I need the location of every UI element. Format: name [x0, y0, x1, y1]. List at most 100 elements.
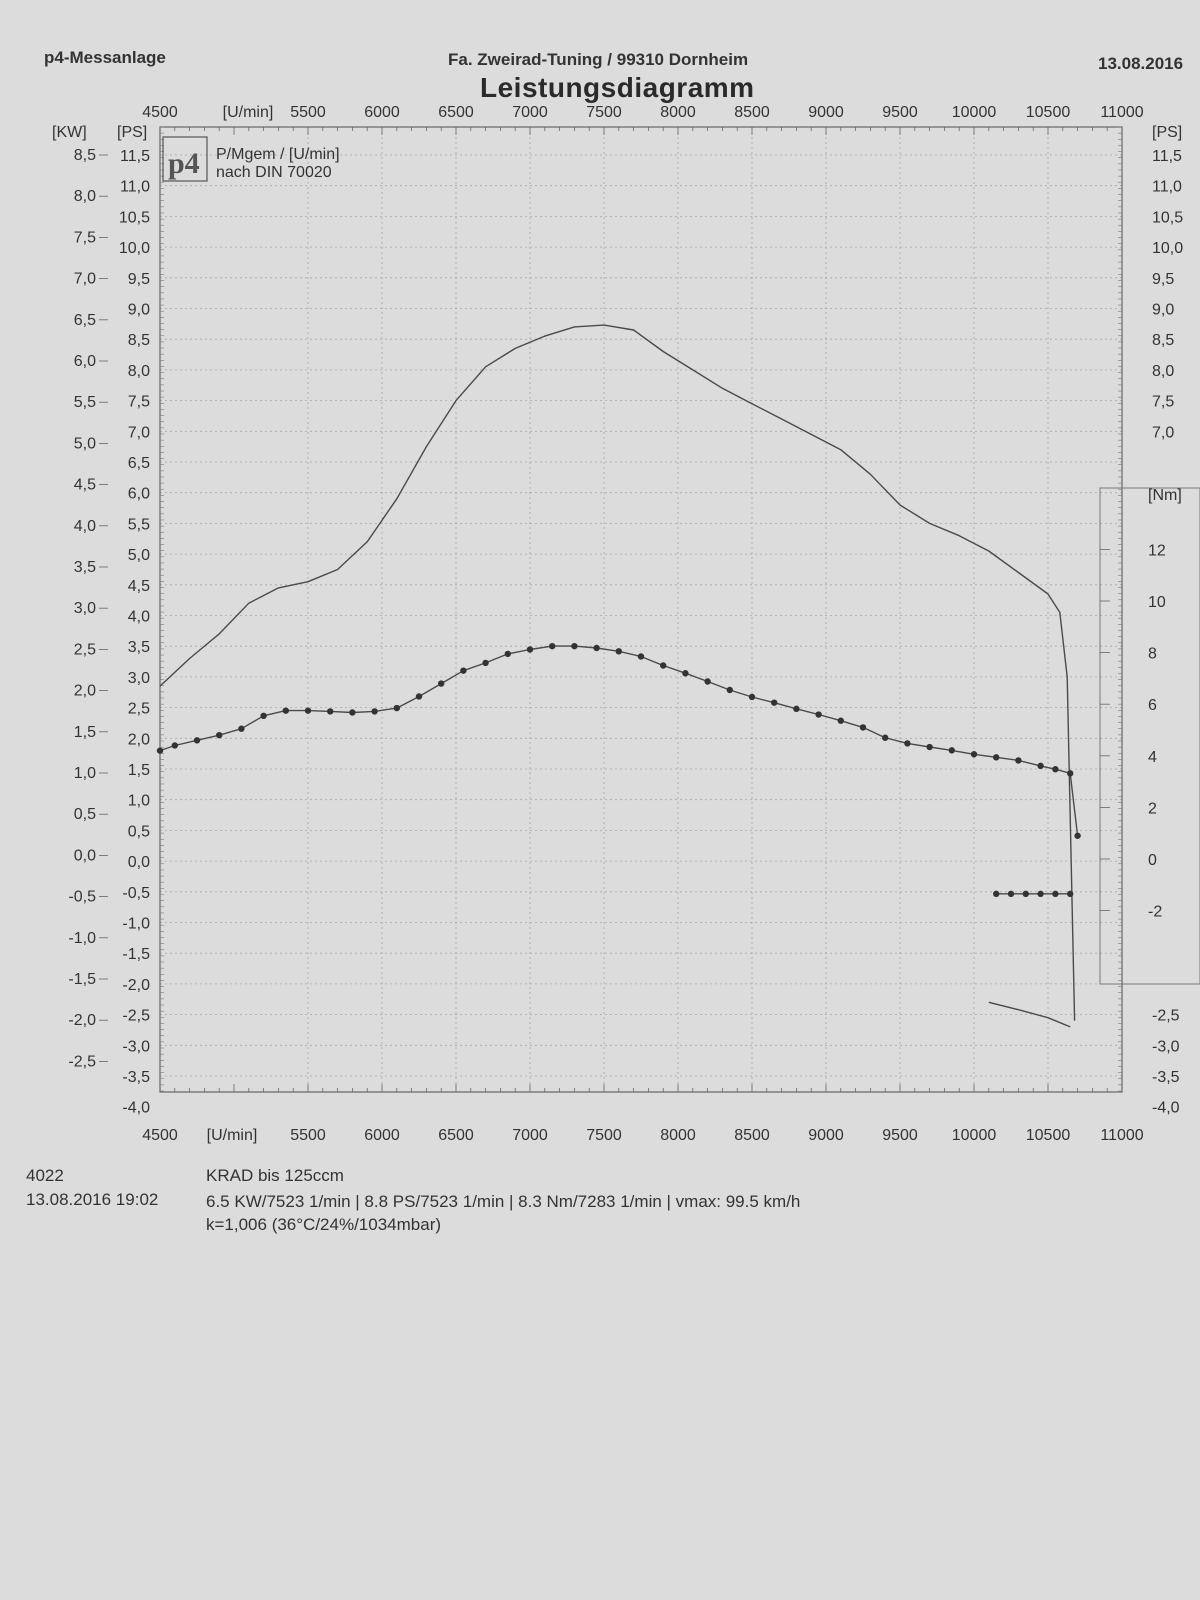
- kw-tick-label: 3,5: [74, 559, 96, 576]
- torque-point: [660, 662, 667, 669]
- torque-point: [526, 646, 534, 653]
- torque-point: [593, 644, 600, 652]
- x-tick-label-bottom: 4500: [142, 1127, 178, 1144]
- torque-point: [1037, 890, 1044, 898]
- x-tick-label-bottom: 8500: [734, 1127, 770, 1144]
- tick-labels: 4500 4500 5500 5500 6000 6000 6500 6500 7000 7000…: [52, 104, 1183, 1144]
- x-tick-label-top: 7000: [512, 104, 548, 121]
- torque-point: [859, 724, 867, 731]
- ps-right-tick-label: 7,5: [1152, 394, 1174, 411]
- torque-point: [156, 747, 164, 754]
- ps-left-tick-label: 5,5: [128, 516, 150, 533]
- kw-tick-label: 6,5: [74, 312, 96, 329]
- kw-tick-label: 0,5: [74, 806, 96, 823]
- ps-right-tick-label: -4,0: [1152, 1100, 1180, 1117]
- torque-point: [637, 653, 645, 660]
- kw-tick-label: 5,0: [74, 435, 96, 452]
- plot-frame: [159, 126, 1123, 1093]
- power-curve-0: [159, 324, 1076, 1021]
- ps-left-tick-label: 7,0: [128, 424, 150, 441]
- x-tick-label-top: 10500: [1026, 104, 1071, 121]
- torque-point: [1052, 766, 1059, 773]
- torque-point: [882, 734, 889, 741]
- x-tick-label-bottom: 5500: [290, 1127, 326, 1144]
- torque-point: [704, 678, 711, 685]
- kw-tick-label: -2,0: [68, 1012, 96, 1029]
- torque-point: [1074, 832, 1081, 839]
- ps-left-tick-label: -2,5: [122, 1008, 150, 1025]
- nm-tick-label: 2: [1148, 800, 1157, 817]
- torque-point: [304, 707, 312, 714]
- legend-line-1: P/Mgem / [U/min]: [216, 146, 340, 163]
- ps-left-tick-label: 6,5: [128, 455, 150, 472]
- axes: [159, 126, 1200, 1093]
- tick-marks: [99, 126, 1123, 1092]
- ps-right-tick-label: -2,5: [1152, 1008, 1180, 1025]
- ps-right-tick-label: 8,0: [1152, 363, 1174, 380]
- x-tick-label-top: 6000: [364, 104, 400, 121]
- logo-frame: [162, 136, 208, 182]
- kw-tick-label: 2,5: [74, 641, 96, 658]
- torque-point: [682, 670, 689, 677]
- nm-tick-label: 0: [1148, 852, 1157, 869]
- torque-point: [327, 708, 334, 715]
- x-tick-label-bottom: 10500: [1026, 1127, 1071, 1144]
- ps-left-tick-label: -2,0: [122, 977, 150, 994]
- kw-tick-label: 1,0: [74, 765, 96, 782]
- ps-right-tick-label: 10,0: [1152, 240, 1183, 257]
- kw-tick-label: 4,5: [74, 477, 96, 494]
- nm-axis-label: [Nm]: [1148, 487, 1182, 504]
- x-tick-label-bottom: 11000: [1100, 1127, 1143, 1144]
- kw-tick-label: 1,5: [74, 724, 96, 741]
- torque-point: [349, 709, 356, 716]
- header-left: p4-Messanlage: [44, 48, 166, 67]
- x-tick-label-bottom: 8000: [660, 1127, 696, 1144]
- torque-point: [482, 659, 489, 667]
- torque-point: [238, 725, 245, 732]
- torque-point: [1052, 890, 1059, 898]
- kw-tick-label: 5,5: [74, 394, 96, 411]
- ps-left-tick-label: 11,0: [120, 179, 150, 196]
- torque-point: [793, 705, 800, 713]
- torque-point: [1067, 770, 1074, 777]
- torque-point: [993, 890, 1000, 898]
- torque-point: [1007, 890, 1015, 898]
- ps-right-tick-label: 8,5: [1152, 332, 1174, 349]
- ps-left-axis-label: [PS]: [117, 124, 147, 141]
- x-tick-label-top: 9500: [882, 104, 918, 121]
- torque-point: [904, 740, 911, 747]
- kw-tick-label: 7,5: [74, 229, 96, 246]
- torque-point: [948, 747, 955, 754]
- ps-left-tick-label: 8,0: [128, 363, 150, 380]
- torque-point: [460, 667, 467, 674]
- torque-point: [171, 742, 178, 749]
- x-tick-label-top: 9000: [808, 104, 844, 121]
- x-unit-label-bottom: [U/min]: [207, 1127, 258, 1144]
- ps-right-tick-label: 11,0: [1152, 179, 1182, 196]
- torque-curve-1: [159, 645, 1079, 836]
- torque-point: [837, 717, 844, 724]
- nm-axis-box: [1099, 487, 1200, 985]
- ps-left-tick-label: 9,0: [128, 302, 150, 319]
- kw-tick-label: -1,5: [68, 971, 96, 988]
- ps-left-tick-label: -0,5: [122, 885, 150, 902]
- footer-correction: k=1,006 (36°C/24%/1034mbar): [206, 1215, 442, 1234]
- torque-point: [726, 686, 733, 694]
- kw-tick-label: 8,5: [74, 147, 96, 164]
- kw-axis-label: [KW]: [52, 124, 87, 141]
- torque-point: [216, 731, 223, 739]
- x-tick-label-bottom: 7000: [512, 1127, 548, 1144]
- footer-code: 4022: [26, 1166, 64, 1185]
- ps-right-tick-label: 11,5: [1152, 148, 1182, 165]
- kw-tick-label: -0,5: [68, 889, 96, 906]
- ps-left-tick-label: 8,5: [128, 332, 150, 349]
- x-tick-label-bottom: 7500: [586, 1127, 622, 1144]
- ps-left-tick-label: 3,0: [128, 670, 150, 687]
- ps-right-axis-label: [PS]: [1152, 124, 1182, 141]
- ps-left-tick-label: 10,5: [119, 209, 150, 226]
- footer-stats: 6.5 KW/7523 1/min | 8.8 PS/7523 1/min | …: [206, 1192, 801, 1211]
- nm-tick-label: 10: [1148, 594, 1166, 611]
- footer-date-time: 13.08.2016 19:02: [26, 1190, 159, 1209]
- torque-point: [815, 711, 822, 718]
- series: [156, 324, 1081, 1028]
